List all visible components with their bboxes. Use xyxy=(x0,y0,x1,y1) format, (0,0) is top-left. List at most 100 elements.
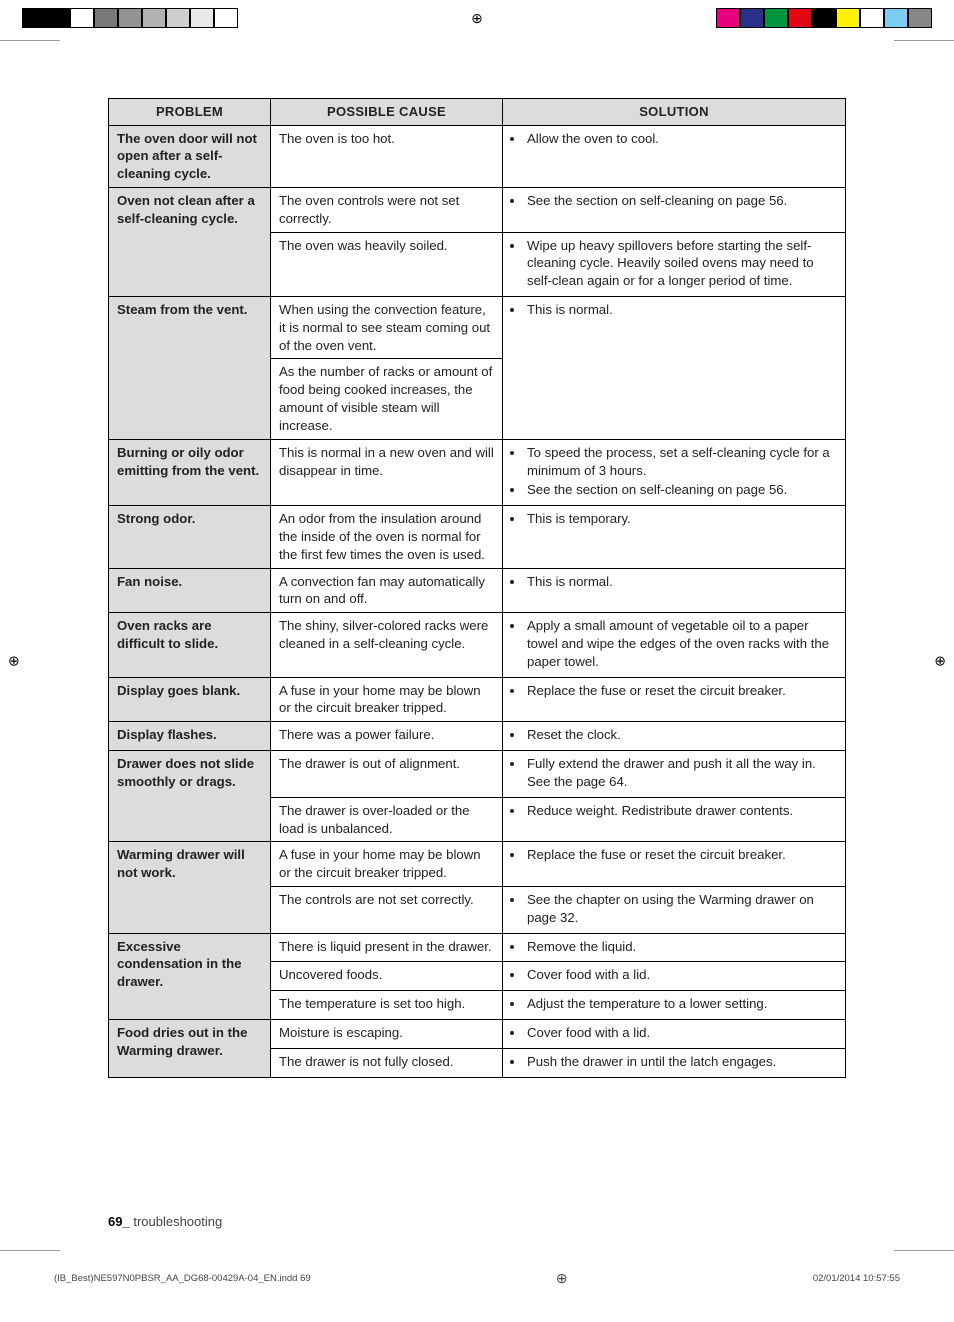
solution-item: Fully extend the drawer and push it all … xyxy=(525,755,837,791)
solution-cell: See the chapter on using the Warming dra… xyxy=(503,886,846,933)
cause-cell: The oven controls were not set correctly… xyxy=(271,187,503,232)
color-swatch xyxy=(142,8,166,28)
solution-cell: Fully extend the drawer and push it all … xyxy=(503,751,846,798)
color-swatch xyxy=(118,8,142,28)
solution-cell: Cover food with a lid. xyxy=(503,962,846,991)
solution-cell: Reduce weight. Redistribute drawer conte… xyxy=(503,797,846,842)
solution-cell: This is normal. xyxy=(503,568,846,613)
cause-cell: The drawer is out of alignment. xyxy=(271,751,503,798)
solution-list: Cover food with a lid. xyxy=(511,966,837,984)
solution-list: Reset the clock. xyxy=(511,726,837,744)
solution-item: Replace the fuse or reset the circuit br… xyxy=(525,682,837,700)
print-meta: (IB_Best)NE597N0PBSR_AA_DG68-00429A-04_E… xyxy=(54,1270,900,1287)
solution-item: See the section on self-cleaning on page… xyxy=(525,481,837,499)
table-row: Display flashes.There was a power failur… xyxy=(109,722,846,751)
solution-list: Wipe up heavy spillovers before starting… xyxy=(511,237,837,290)
table-row: Drawer does not slide smoothly or drags.… xyxy=(109,751,846,798)
solution-item: See the section on self-cleaning on page… xyxy=(525,192,837,210)
solution-cell: This is temporary. xyxy=(503,506,846,568)
color-swatch xyxy=(740,8,764,28)
crop-mark xyxy=(0,1250,60,1251)
cause-cell: The controls are not set correctly. xyxy=(271,886,503,933)
table-row: Burning or oily odor emitting from the v… xyxy=(109,439,846,505)
problem-cell: Steam from the vent. xyxy=(109,297,271,440)
solution-cell: Allow the oven to cool. xyxy=(503,125,846,187)
problem-cell: Excessive condensation in the drawer. xyxy=(109,933,271,1019)
header-cause: POSSIBLE CAUSE xyxy=(271,99,503,126)
cause-cell: Uncovered foods. xyxy=(271,962,503,991)
solution-item: Remove the liquid. xyxy=(525,938,837,956)
color-swatch xyxy=(46,8,70,28)
solution-list: To speed the process, set a self-cleanin… xyxy=(511,444,837,499)
cause-cell: A fuse in your home may be blown or the … xyxy=(271,677,503,722)
problem-cell: Food dries out in the Warming drawer. xyxy=(109,1020,271,1078)
cause-cell: As the number of racks or amount of food… xyxy=(271,359,503,439)
color-swatch xyxy=(214,8,238,28)
table-header-row: PROBLEM POSSIBLE CAUSE SOLUTION xyxy=(109,99,846,126)
cause-cell: The oven was heavily soiled. xyxy=(271,232,503,296)
problem-cell: Oven racks are difficult to slide. xyxy=(109,613,271,677)
table-row: Food dries out in the Warming drawer.Moi… xyxy=(109,1020,846,1049)
color-swatch xyxy=(788,8,812,28)
cause-cell: The shiny, silver-colored racks were cle… xyxy=(271,613,503,677)
problem-cell: Burning or oily odor emitting from the v… xyxy=(109,439,271,505)
cause-cell: There is liquid present in the drawer. xyxy=(271,933,503,962)
solution-item: Cover food with a lid. xyxy=(525,1024,837,1042)
solution-item: Apply a small amount of vegetable oil to… xyxy=(525,617,837,670)
cause-cell: This is normal in a new oven and will di… xyxy=(271,439,503,505)
solution-list: Apply a small amount of vegetable oil to… xyxy=(511,617,837,670)
solution-item: Push the drawer in until the latch engag… xyxy=(525,1053,837,1071)
cause-cell: A convection fan may automatically turn … xyxy=(271,568,503,613)
solution-list: This is normal. xyxy=(511,301,837,319)
table-body: The oven door will not open after a self… xyxy=(109,125,846,1077)
cause-cell: An odor from the insulation around the i… xyxy=(271,506,503,568)
solution-list: Allow the oven to cool. xyxy=(511,130,837,148)
problem-cell: The oven door will not open after a self… xyxy=(109,125,271,187)
problem-cell: Drawer does not slide smoothly or drags. xyxy=(109,751,271,842)
solution-list: Adjust the temperature to a lower settin… xyxy=(511,995,837,1013)
page-number: 69_ xyxy=(108,1214,130,1229)
solution-cell: Replace the fuse or reset the circuit br… xyxy=(503,842,846,887)
cause-cell: A fuse in your home may be blown or the … xyxy=(271,842,503,887)
color-swatch xyxy=(836,8,860,28)
crop-mark xyxy=(0,40,60,41)
solution-item: Reset the clock. xyxy=(525,726,837,744)
color-bar-left xyxy=(22,8,238,28)
cause-cell: When using the convection feature, it is… xyxy=(271,297,503,359)
problem-cell: Display flashes. xyxy=(109,722,271,751)
solution-item: This is normal. xyxy=(525,573,837,591)
solution-list: This is temporary. xyxy=(511,510,837,528)
solution-cell: Push the drawer in until the latch engag… xyxy=(503,1048,846,1077)
troubleshooting-table: PROBLEM POSSIBLE CAUSE SOLUTION The oven… xyxy=(108,98,846,1078)
solution-list: Cover food with a lid. xyxy=(511,1024,837,1042)
problem-cell: Fan noise. xyxy=(109,568,271,613)
table-row: Warming drawer will not work.A fuse in y… xyxy=(109,842,846,887)
solution-cell: Apply a small amount of vegetable oil to… xyxy=(503,613,846,677)
registration-mark-right: ⊕ xyxy=(934,653,946,670)
solution-item: Reduce weight. Redistribute drawer conte… xyxy=(525,802,837,820)
solution-item: Replace the fuse or reset the circuit br… xyxy=(525,846,837,864)
table-row: Display goes blank.A fuse in your home m… xyxy=(109,677,846,722)
page-content: PROBLEM POSSIBLE CAUSE SOLUTION The oven… xyxy=(108,98,846,1078)
cause-cell: The temperature is set too high. xyxy=(271,991,503,1020)
solution-cell: Reset the clock. xyxy=(503,722,846,751)
table-row: Strong odor.An odor from the insulation … xyxy=(109,506,846,568)
cause-cell: The drawer is not fully closed. xyxy=(271,1048,503,1077)
solution-item: Wipe up heavy spillovers before starting… xyxy=(525,237,837,290)
registration-mark-left: ⊕ xyxy=(8,653,20,670)
solution-list: Remove the liquid. xyxy=(511,938,837,956)
problem-cell: Display goes blank. xyxy=(109,677,271,722)
solution-list: Replace the fuse or reset the circuit br… xyxy=(511,682,837,700)
color-swatch xyxy=(812,8,836,28)
registration-mark-top: ⊕ xyxy=(471,10,483,27)
solution-cell: Wipe up heavy spillovers before starting… xyxy=(503,232,846,296)
solution-item: This is normal. xyxy=(525,301,837,319)
header-solution: SOLUTION xyxy=(503,99,846,126)
solution-cell: See the section on self-cleaning on page… xyxy=(503,187,846,232)
solution-cell: This is normal. xyxy=(503,297,846,440)
color-swatch xyxy=(94,8,118,28)
solution-cell: To speed the process, set a self-cleanin… xyxy=(503,439,846,505)
crop-mark xyxy=(894,40,954,41)
print-timestamp: 02/01/2014 10:57:55 xyxy=(813,1273,900,1284)
color-swatch xyxy=(860,8,884,28)
